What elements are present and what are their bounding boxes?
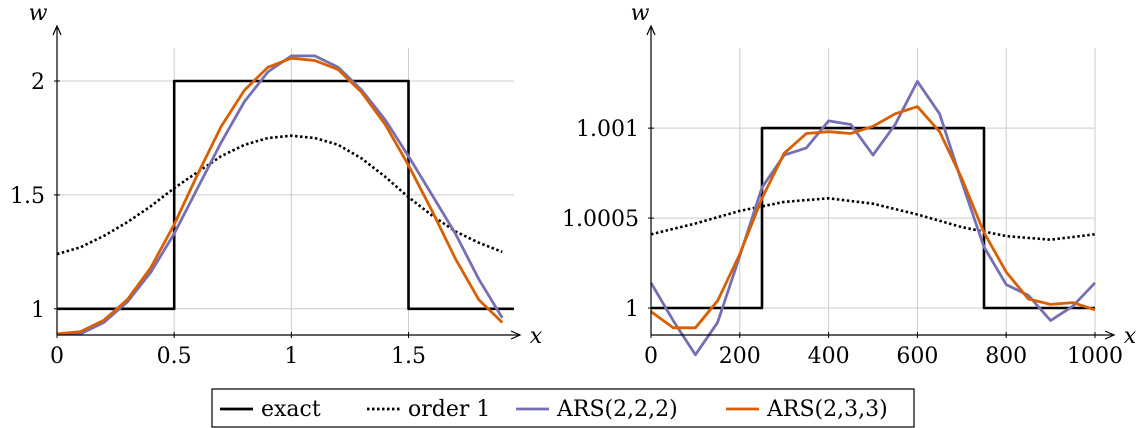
- y-axis-arrow: [52, 24, 62, 36]
- y-axis-arrow: [646, 24, 656, 36]
- x-axis-arrow: [1104, 330, 1116, 340]
- x-tick-label: 1.5: [391, 344, 426, 369]
- chart-left: 0 0.5 1 1.5 1 1.5 2 w x: [10, 1, 543, 369]
- x-tick-label: 400: [808, 344, 850, 369]
- series-line-ars-2-3-3: [56, 56, 504, 336]
- legend-label: ARS(2,2,2): [556, 397, 678, 422]
- x-tick-label: 1000: [1067, 344, 1123, 369]
- x-tick-label: 0: [644, 344, 658, 369]
- x-tick-label: 200: [719, 344, 761, 369]
- series-line-exact: [57, 79, 514, 311]
- y-tick-label: 2: [31, 70, 45, 95]
- x-tick-label: 600: [896, 344, 938, 369]
- series-line-exact: [651, 126, 1095, 310]
- series-line-order-1: [650, 197, 1096, 241]
- y-tick-label: 1: [625, 297, 639, 322]
- y-tick-label: 1.0005: [562, 207, 639, 232]
- series-line-order-1: [56, 134, 503, 256]
- x-axis-label: x: [1124, 324, 1137, 349]
- series-line-ars-2-3-3: [650, 105, 1096, 330]
- y-axis-label: w: [29, 1, 48, 26]
- y-axis-label: w: [631, 1, 650, 26]
- legend-label: ARS(2,3,3): [766, 397, 888, 422]
- legend-box: [211, 388, 915, 428]
- chart-right: 0 200 400 600 800 1000 1 1.0005 1.001 w x: [562, 1, 1137, 369]
- x-tick-label: 800: [985, 344, 1027, 369]
- y-tick-label: 1.5: [10, 184, 45, 209]
- x-axis-label: x: [530, 324, 543, 349]
- y-tick-label: 1: [31, 298, 45, 323]
- legend: exact order 1 ARS(2,2,2) ARS(2,3,3): [211, 388, 915, 428]
- x-axis-arrow: [510, 330, 522, 340]
- x-tick-label: 1: [284, 344, 298, 369]
- legend-label: exact: [261, 397, 321, 422]
- y-tick-label: 1.001: [576, 117, 639, 142]
- x-tick-label: 0: [50, 344, 64, 369]
- x-tick-label: 0.5: [157, 344, 192, 369]
- legend-label: order 1: [408, 397, 490, 422]
